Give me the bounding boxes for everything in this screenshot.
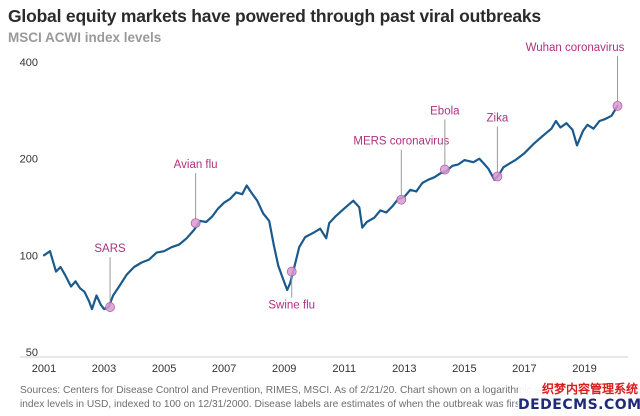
watermark-line-2: DEDECMS.COM: [518, 397, 640, 413]
annotation-label: Zika: [487, 112, 509, 124]
annotation-marker: [190, 218, 201, 229]
annotation-label: MERS coronavirus: [353, 136, 449, 148]
x-tick-label: 2003: [92, 363, 116, 375]
source-line-2: index levels in USD, indexed to 100 on 1…: [20, 399, 535, 410]
annotation-marker: [105, 302, 115, 312]
annotation-marker: [439, 164, 450, 175]
y-axis-ticks: 50 100 200 400: [20, 57, 38, 359]
y-tick-label: 100: [20, 250, 38, 262]
annotation-marker: [396, 194, 407, 205]
x-tick-label: 2019: [572, 363, 596, 375]
annotation-label: Wuhan coronavirus: [526, 42, 625, 54]
annotation-marker: [286, 266, 297, 277]
x-axis-ticks: 2001 2003 2005 2007 2009 2011 2013 2015 2017 2019: [32, 363, 597, 375]
annotation-marker: [612, 100, 623, 111]
watermark-line-1: 织梦内容管理系统: [541, 382, 638, 396]
annotation-label: Avian flu: [174, 159, 218, 171]
y-tick-label: 50: [26, 347, 38, 359]
source-line-1: Sources: Centers for Disease Control and…: [20, 385, 540, 396]
series-layer: [42, 104, 619, 311]
chart-title: Global equity markets have powered throu…: [8, 6, 541, 26]
x-tick-label: 2007: [212, 363, 236, 375]
y-tick-label: 200: [20, 154, 38, 166]
annotation-layer: SARS Avian flu Swine flu MERS coronavirus Eb…: [94, 42, 625, 312]
annotation-label: Ebola: [430, 106, 460, 118]
y-tick-label: 400: [20, 57, 38, 69]
x-tick-label: 2015: [452, 363, 476, 375]
x-tick-label: 2005: [152, 363, 176, 375]
x-tick-label: 2013: [392, 363, 416, 375]
x-tick-label: 2009: [272, 363, 296, 375]
watermark-logo: 织梦内容管理系统 DEDECMS.COM: [518, 380, 640, 414]
x-tick-label: 2011: [332, 363, 356, 375]
annotation-marker: [492, 171, 503, 182]
chart-subtitle: MSCI ACWI index levels: [8, 30, 162, 45]
source-note: Sources: Centers for Disease Control and…: [20, 384, 620, 412]
x-tick-label: 2017: [512, 363, 536, 375]
x-tick-label: 2001: [32, 363, 56, 375]
annotation-label: SARS: [94, 243, 126, 255]
series-line: [42, 104, 619, 311]
annotation-label: Swine flu: [268, 300, 315, 312]
